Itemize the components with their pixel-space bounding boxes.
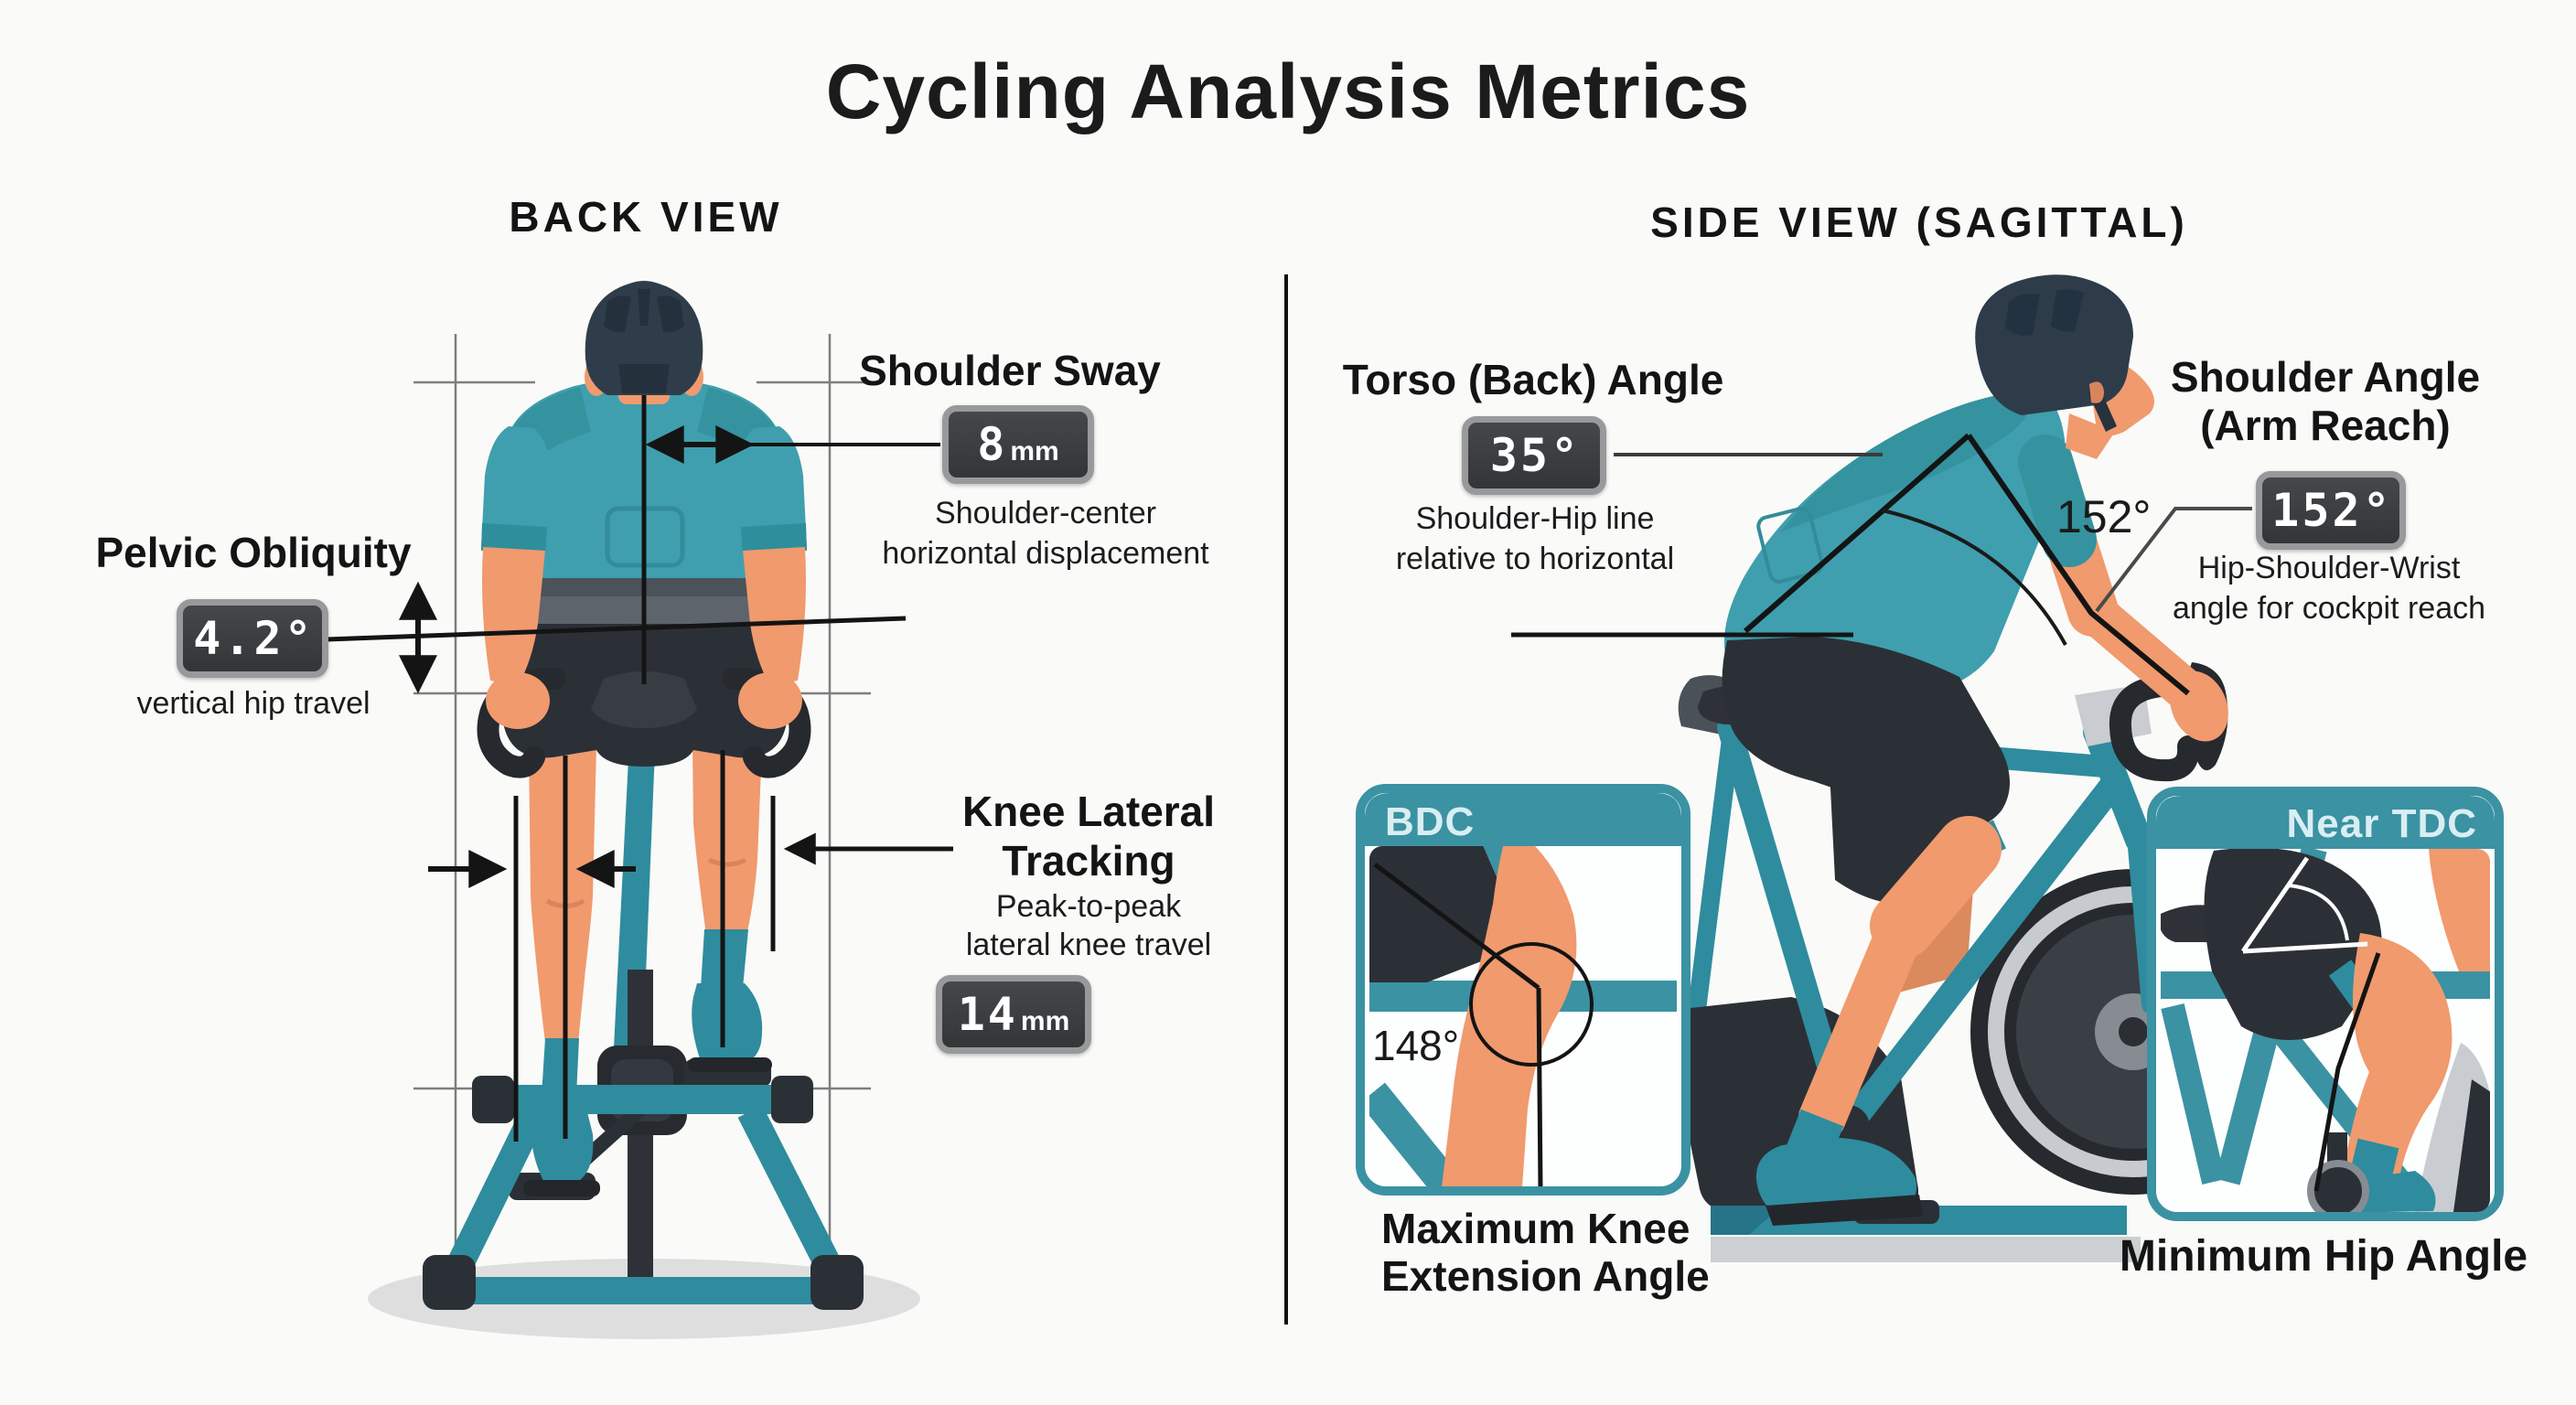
shoulder-angle-label-2: (Arm Reach) bbox=[2200, 402, 2451, 449]
page-title: Cycling Analysis Metrics bbox=[825, 48, 1751, 134]
knee-extension-annotation: 148° bbox=[1372, 1022, 1460, 1069]
side-view-heading: SIDE VIEW (SAGITTAL) bbox=[1650, 198, 2188, 246]
arm-line bbox=[1966, 434, 2190, 696]
pelvic-obliquity-caption: vertical hip travel bbox=[136, 686, 370, 721]
torso-angle-caption-1: Shoulder-Hip line bbox=[1415, 501, 1655, 536]
shoulder-angle-label-1: Shoulder Angle bbox=[2170, 353, 2481, 401]
shoulder-sway-caption-1: Shoulder-center bbox=[935, 496, 1156, 531]
shoulder-angle-leader bbox=[2095, 507, 2252, 613]
shoulder-angle-arc bbox=[1882, 509, 2067, 646]
shoulder-sway-caption-2: horizontal displacement bbox=[882, 536, 1209, 571]
back-view-measurements bbox=[326, 395, 953, 1142]
pelvic-obliquity-display: 4.2 ° bbox=[177, 599, 328, 678]
near-tdc-tag: Near TDC bbox=[2286, 801, 2477, 846]
helmet-side bbox=[1975, 274, 2133, 415]
bdc-tag: BDC bbox=[1385, 799, 1476, 844]
shoulder-angle-annotation: 152° bbox=[2056, 491, 2152, 542]
knee-tracking-label-2: Tracking bbox=[1002, 837, 1175, 885]
shoulder-sway-label: Shoulder Sway bbox=[859, 347, 1161, 394]
rider-torso bbox=[1723, 390, 2066, 695]
shoulder-sway-display: 8 mm bbox=[942, 405, 1094, 484]
knee-tracking-display: 14 mm bbox=[936, 975, 1091, 1054]
back-view-figure bbox=[326, 281, 953, 1339]
near-tdc-inset-graphic bbox=[2161, 849, 2490, 1212]
back-view-heading: BACK VIEW bbox=[509, 193, 783, 241]
shoulder-angle-caption-2: angle for cockpit reach bbox=[2172, 591, 2486, 626]
side-view-measurements bbox=[1511, 433, 2252, 696]
reference-grid bbox=[413, 334, 878, 1271]
bdc-inset-graphic bbox=[1369, 846, 1677, 1186]
bdc-caption-2: Extension Angle bbox=[1381, 1252, 1710, 1300]
pelvic-obliquity-label: Pelvic Obliquity bbox=[95, 529, 412, 576]
shoulder-angle-display: 152 ° bbox=[2256, 471, 2406, 550]
knee-tracking-caption-2: lateral knee travel bbox=[965, 928, 1212, 962]
bdc-inset bbox=[1356, 784, 1690, 1196]
shoulder-angle-caption-1: Hip-Shoulder-Wrist bbox=[2197, 551, 2461, 585]
handlebar-drop bbox=[2109, 674, 2200, 782]
bdc-caption-1: Maximum Knee bbox=[1381, 1205, 1690, 1252]
near-tdc-inset bbox=[2147, 787, 2504, 1221]
stationary-trainer bbox=[423, 704, 864, 1310]
knee-tracking-label-1: Knee Lateral bbox=[961, 788, 1216, 835]
torso-line bbox=[1744, 433, 1970, 634]
torso-angle-label: Torso (Back) Angle bbox=[1342, 356, 1724, 403]
torso-angle-caption-2: relative to horizontal bbox=[1395, 542, 1675, 576]
near-tdc-caption: Minimum Hip Angle bbox=[2119, 1232, 2528, 1281]
torso-angle-display: 35 ° bbox=[1462, 416, 1606, 495]
knee-tracking-caption-1: Peak-to-peak bbox=[995, 889, 1182, 924]
